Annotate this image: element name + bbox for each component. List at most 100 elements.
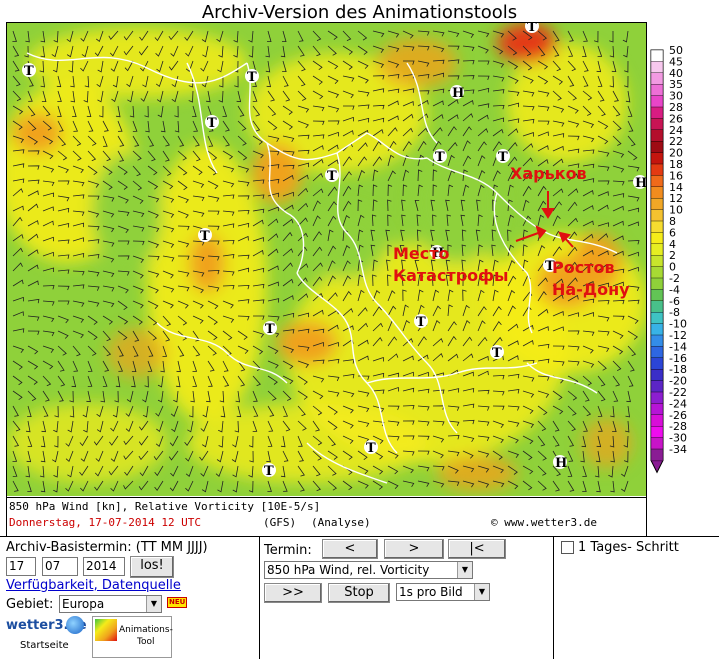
wind-barb (522, 215, 532, 227)
wind-barb (387, 420, 400, 426)
wind-barb (522, 390, 535, 398)
wind-barb (597, 330, 610, 336)
wind-barb (327, 390, 340, 397)
one-day-step-checkbox[interactable] (561, 541, 574, 554)
wind-barb (327, 131, 339, 137)
wind-barb (432, 184, 438, 197)
wind-barb (155, 405, 164, 417)
region-select[interactable]: Europa ▼ (59, 595, 162, 613)
wind-barb (597, 282, 610, 288)
wind-barb (109, 45, 119, 57)
wind-barb (582, 375, 592, 386)
wind-barb (267, 90, 275, 102)
wind-barb (327, 245, 337, 257)
wind-barb (12, 30, 17, 42)
wind-barb (612, 193, 625, 198)
year-input[interactable]: 2014 (83, 557, 125, 576)
wind-barb (162, 180, 174, 190)
speed-select[interactable]: 1s pro Bild ▼ (396, 583, 490, 601)
wind-barb (282, 75, 289, 87)
wind-barb (387, 199, 392, 212)
low-pressure-marker: T (247, 70, 257, 85)
wind-barb (267, 405, 275, 417)
wind-barb (297, 162, 310, 168)
month-input[interactable]: 07 (42, 557, 78, 576)
scale-tick-label: 6 (669, 226, 676, 239)
scale-tick-label: -4 (669, 283, 680, 296)
wind-barb (57, 180, 70, 185)
wind-barb (537, 480, 547, 491)
wind-barb (132, 150, 142, 161)
wind-barb (12, 60, 20, 72)
wind-barb (57, 269, 70, 274)
wind-barb (447, 321, 457, 332)
pressure-markers: T T T H T T T T H T H T T T T T H T (22, 23, 646, 479)
scale-tick-label: 50 (669, 44, 683, 57)
wind-barbs (12, 30, 640, 493)
wind-barb (282, 345, 295, 354)
wind-barb (582, 312, 594, 317)
wind-barb (372, 372, 385, 378)
wind-barb (117, 300, 128, 311)
wind-barb (357, 75, 369, 84)
wind-barb (537, 435, 546, 447)
animation-tool-logo[interactable]: Animations- Tool (92, 616, 173, 658)
wind-barb (252, 120, 261, 132)
wind-barb (54, 435, 59, 448)
wind-barb (597, 180, 610, 185)
wind-barb (27, 330, 40, 336)
wind-barb (236, 405, 242, 418)
wind-barb (280, 45, 286, 58)
wind-barb (67, 420, 74, 433)
wind-barb (567, 480, 575, 492)
stop-button[interactable]: Stop (328, 583, 390, 603)
wind-barb (567, 173, 579, 182)
play-button[interactable]: >> (264, 583, 322, 603)
day-input[interactable]: 17 (6, 557, 36, 576)
wind-barb (414, 199, 420, 212)
wind-barb (447, 480, 460, 486)
wind-barb (447, 244, 452, 257)
first-frame-button[interactable]: |< (448, 539, 506, 559)
wind-barb (477, 355, 489, 362)
product-select[interactable]: 850 hPa Wind, rel. Vorticity ▼ (264, 561, 473, 579)
wind-barb (153, 450, 164, 461)
availability-link[interactable]: Verfügbarkeit, Datenquelle (6, 578, 181, 593)
wind-barb (297, 263, 309, 272)
wind-barb (72, 194, 85, 199)
scale-tick-label: 2 (669, 249, 676, 262)
scale-swatch (650, 289, 664, 302)
wind-barb (522, 291, 533, 302)
wind-barb (342, 390, 355, 398)
wind-barb (327, 260, 336, 272)
wind-barb (342, 450, 353, 460)
wind-barb (597, 150, 610, 157)
previous-button[interactable]: < (322, 539, 378, 559)
wind-barb (65, 435, 74, 447)
wind-barb (387, 184, 393, 197)
wind-barb (492, 289, 499, 302)
low-pressure-marker: T (492, 346, 502, 361)
wind-barb (222, 135, 230, 147)
wind-barb (282, 360, 294, 370)
wind-barb (201, 30, 209, 43)
wind-barb (537, 420, 547, 431)
go-button[interactable]: los! (130, 556, 174, 578)
wind-barb (447, 405, 460, 411)
wind-barb (282, 312, 295, 318)
wind-barb (87, 195, 100, 201)
scale-tick-label: -6 (669, 295, 680, 308)
globe-icon (66, 616, 84, 634)
wind-barb (65, 480, 74, 492)
next-button[interactable]: > (384, 539, 444, 559)
wind-barb (477, 289, 485, 302)
wind-barb (417, 289, 424, 302)
wind-barb (387, 290, 396, 302)
wind-barb (40, 30, 46, 43)
wind-barb (222, 375, 230, 387)
wetter3-logo[interactable]: wetter3.de Startseite (6, 616, 87, 654)
wind-barb (372, 60, 385, 68)
wind-barb (192, 150, 201, 162)
wind-barb (57, 375, 66, 387)
wind-barb (582, 405, 592, 417)
